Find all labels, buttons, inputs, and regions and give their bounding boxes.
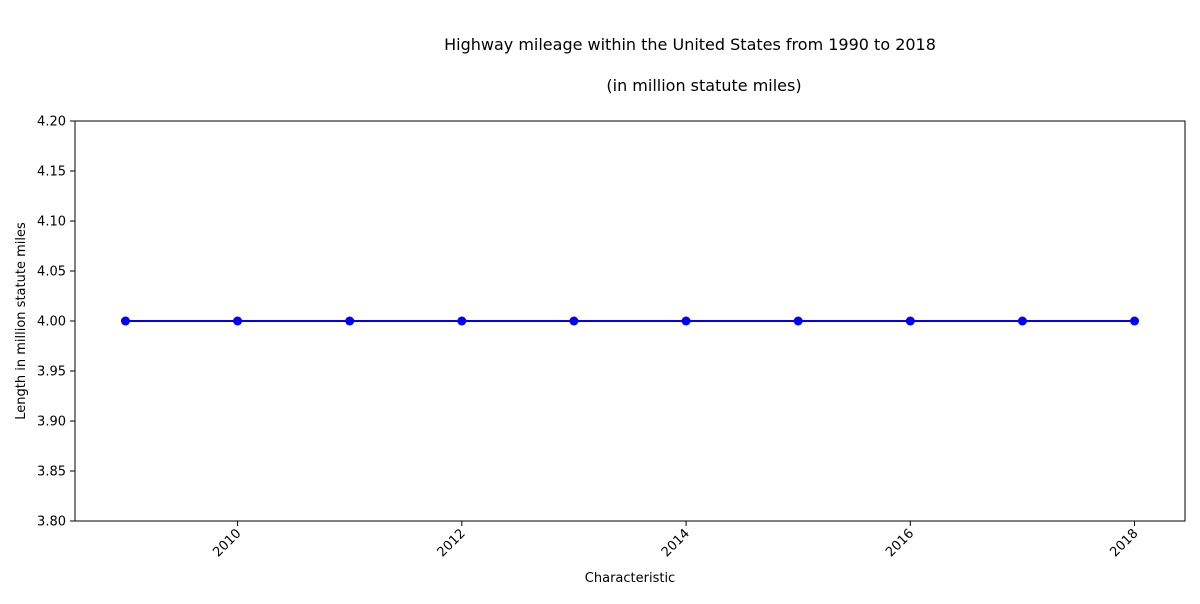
data-point xyxy=(905,316,915,326)
chart-subtitle: (in million statute miles) xyxy=(606,76,801,95)
y-axis-label: Length in million statute miles xyxy=(14,222,29,420)
y-tick-label: 3.85 xyxy=(37,465,66,480)
data-point xyxy=(345,316,355,326)
data-point xyxy=(1130,316,1140,326)
plot-area: 3.80 3.85 3.90 3.95 4.00 4.05 4.10 4.15 4.20 2010… xyxy=(37,115,1186,560)
x-tick-label: 2016 xyxy=(883,526,917,560)
y-tick-label: 3.80 xyxy=(37,515,66,530)
x-axis-label: Characteristic xyxy=(585,571,675,586)
y-tick-label: 3.95 xyxy=(37,365,66,380)
plot-frame xyxy=(74,120,1186,522)
y-tick-label: 4.20 xyxy=(37,115,66,130)
x-tick-label: 2018 xyxy=(1107,526,1141,560)
data-point xyxy=(681,316,691,326)
y-tick-label: 4.10 xyxy=(37,215,66,230)
data-point xyxy=(569,316,579,326)
chart-title: Highway mileage within the United States… xyxy=(444,35,936,54)
y-tick-label: 4.00 xyxy=(37,315,66,330)
data-point xyxy=(233,316,243,326)
x-tick-label: 2014 xyxy=(659,526,693,560)
data-point xyxy=(120,316,130,326)
y-tick-label: 3.90 xyxy=(37,415,66,430)
data-point xyxy=(793,316,803,326)
x-tick-label: 2012 xyxy=(435,526,469,560)
data-point xyxy=(457,316,467,326)
y-tick-label: 4.15 xyxy=(37,165,66,180)
x-tick-label: 2010 xyxy=(210,526,244,560)
y-tick-label: 4.05 xyxy=(37,265,66,280)
data-point xyxy=(1017,316,1027,326)
